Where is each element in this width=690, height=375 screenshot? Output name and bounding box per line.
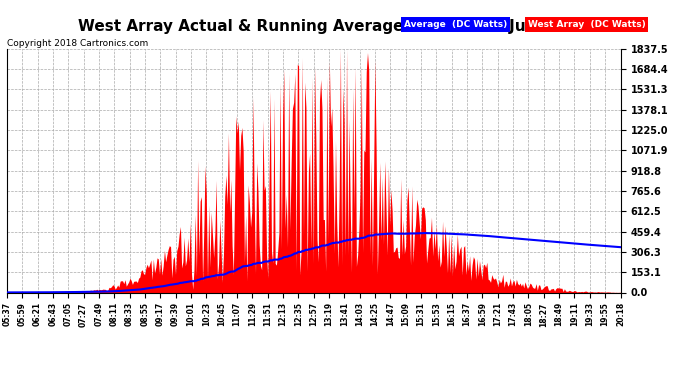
Text: West Array Actual & Running Average Power Mon Jul 23 20:19: West Array Actual & Running Average Powe… [78,19,612,34]
Text: Copyright 2018 Cartronics.com: Copyright 2018 Cartronics.com [7,39,148,48]
Text: Average  (DC Watts): Average (DC Watts) [404,20,507,29]
Text: West Array  (DC Watts): West Array (DC Watts) [528,20,646,29]
